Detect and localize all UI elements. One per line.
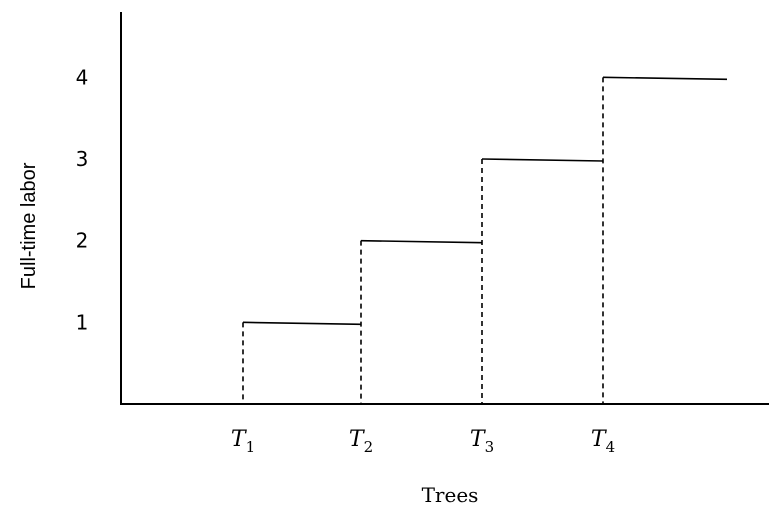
x-axis-label: Trees: [422, 483, 479, 507]
x-tick-label: T4: [591, 427, 615, 456]
step-segment: [360, 239, 483, 244]
step-segment: [242, 321, 362, 326]
x-tick-label: T1: [231, 427, 255, 456]
x-tick-label: T2: [349, 427, 373, 456]
y-tick-label: 4: [76, 65, 89, 89]
y-tick-label: 3: [76, 147, 89, 171]
step-segment: [481, 158, 604, 162]
step-segment: [602, 76, 728, 81]
y-axis-label: Full-time labor: [18, 162, 40, 289]
y-tick-label: 1: [76, 310, 89, 334]
y-tick-label: 2: [76, 229, 89, 253]
x-tick-label: T3: [470, 427, 494, 456]
